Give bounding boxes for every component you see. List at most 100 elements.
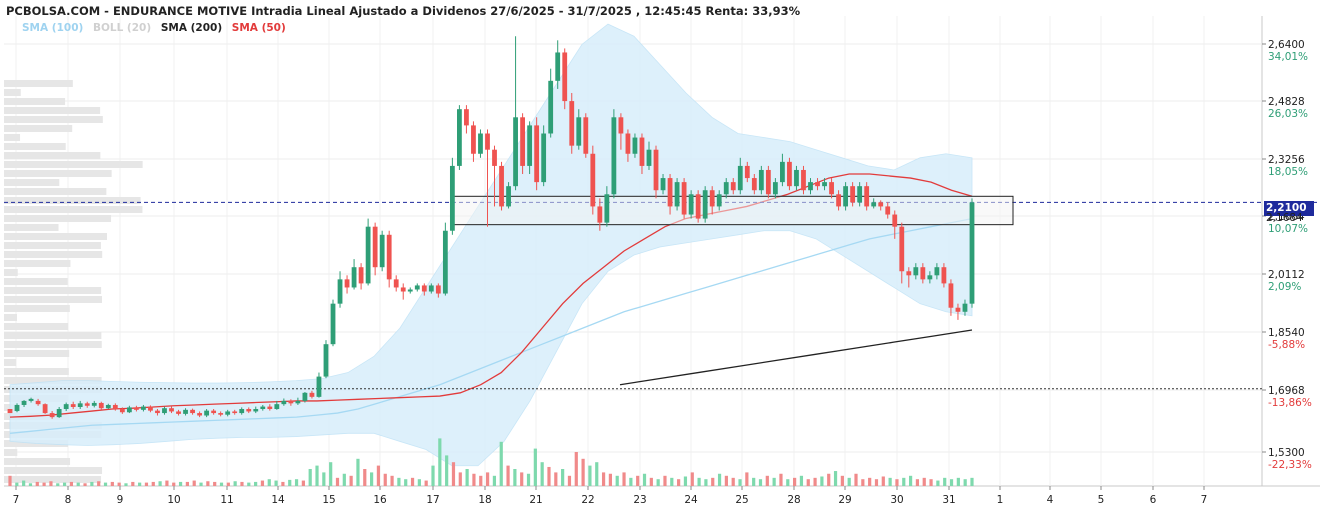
volume-profile-bar [4, 287, 102, 294]
volume-bar [226, 482, 230, 486]
volume-bar [608, 473, 612, 486]
volume-bar [567, 475, 572, 486]
legend-boll20[interactable]: BOLL (20) [92, 22, 152, 34]
candle-body [400, 287, 406, 292]
volume-bar [711, 477, 715, 486]
volume-bar [410, 477, 415, 486]
volume-bar [758, 479, 763, 486]
volume-bar [42, 482, 46, 486]
volume-bar [219, 482, 224, 486]
sma100-line [9, 217, 973, 434]
candle-body [597, 206, 603, 223]
candle-body [295, 400, 301, 404]
volume-bar [445, 455, 449, 486]
volume-profile-bar [4, 305, 70, 312]
legend-sma200[interactable]: SMA (200) [160, 22, 223, 34]
date-tick-label: 29 [838, 494, 851, 506]
date-tick-label: 7 [1201, 494, 1208, 506]
volume-profile-bar [4, 215, 112, 222]
candle-body [393, 279, 399, 288]
candle-body [155, 410, 160, 414]
volume-bar [492, 475, 497, 486]
volume-bar [779, 473, 783, 486]
volume-bar [540, 462, 544, 486]
candle-body [35, 400, 41, 405]
volume-bar [62, 482, 67, 486]
legend-sma100[interactable]: SMA (100) [22, 22, 84, 34]
volume-bar [929, 479, 933, 486]
volume-bar [526, 473, 531, 486]
candle-body [709, 190, 715, 207]
volume-bar [281, 481, 285, 486]
candle-body [176, 411, 181, 414]
candle-body [962, 303, 968, 312]
candle-body [351, 267, 357, 288]
volume-bar [8, 475, 12, 486]
volume-profile-bar [4, 359, 17, 366]
candle-body [14, 404, 20, 412]
volume-bar [601, 472, 606, 486]
candle-body [681, 182, 687, 215]
volume-bar [615, 475, 619, 486]
volume-bar [124, 483, 128, 486]
volume-bar [895, 479, 899, 486]
bollinger-fill [9, 23, 973, 467]
candle-body [105, 404, 111, 409]
candle-body [267, 406, 273, 410]
candle-body [302, 392, 308, 401]
volume-bar [390, 475, 394, 486]
date-tick-label: 25 [735, 494, 748, 506]
candle-body [386, 234, 392, 280]
price-tick-label: 2,0112 [1268, 269, 1305, 281]
candle-body [548, 80, 554, 134]
legend-sma50[interactable]: SMA (50) [231, 22, 286, 34]
volume-bar [670, 477, 674, 486]
volume-bar [561, 469, 565, 486]
candle-body [948, 283, 954, 308]
candle-body [583, 117, 589, 154]
candle-body [464, 109, 469, 126]
candle-body [618, 117, 624, 134]
candle-body [520, 117, 525, 166]
candle-body [857, 186, 863, 203]
candle-body [695, 194, 701, 219]
volume-bar [172, 482, 176, 486]
candle-body [21, 400, 27, 405]
date-tick-label: 16 [373, 494, 387, 506]
percent-tick-label: 18,05% [1268, 166, 1308, 178]
price-tick-label: 2,3256 [1268, 154, 1305, 166]
volume-bar [949, 479, 954, 486]
candle-body [28, 398, 34, 401]
range-box [452, 195, 1014, 226]
volume-profile-bar [4, 224, 59, 231]
volume-profile-bar [4, 170, 112, 177]
volume-bar [206, 481, 210, 486]
volume-bar [397, 477, 401, 486]
volume-bar [854, 473, 858, 486]
volume-profile-bar [4, 143, 66, 150]
volume-bar [329, 462, 333, 486]
volume-bar [308, 469, 312, 486]
date-tick-label: 22 [581, 494, 594, 506]
candle-body [365, 226, 371, 284]
volume-bar [438, 438, 442, 486]
volume-bar [417, 479, 421, 486]
volume-bar [138, 482, 142, 486]
candle-body [576, 117, 582, 146]
candle-body [730, 182, 736, 191]
volume-profile-bar [4, 152, 101, 159]
volume-profile-bar [4, 332, 102, 339]
percent-tick-label: 26,03% [1268, 108, 1308, 120]
volume-bar [861, 479, 865, 486]
volume-profile-bar [4, 233, 107, 240]
indicator-legend[interactable]: SMA (100) BOLL (20) SMA (200) SMA (50) [22, 22, 292, 34]
volume-bar [465, 469, 469, 486]
candle-body [737, 165, 743, 191]
candle-body [141, 406, 146, 410]
volume-bar [636, 475, 640, 486]
candle-body [204, 410, 210, 416]
price-tick-label: 2,6400 [1268, 39, 1305, 51]
volume-profile-bar [4, 161, 143, 168]
volume-profile-bar [4, 377, 102, 384]
